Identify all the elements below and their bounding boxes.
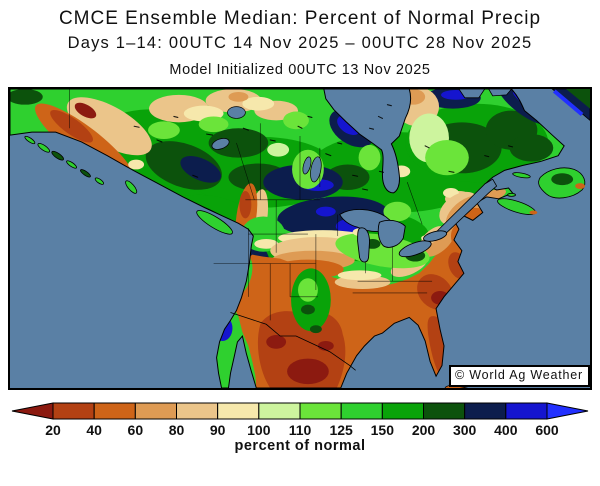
scale-tick-label: 90 — [210, 422, 226, 438]
region-east-texas-green — [291, 268, 331, 334]
scale-tick-label: 40 — [86, 422, 102, 438]
scale-tick-label: 200 — [412, 422, 436, 438]
small-lakes-texture — [133, 104, 514, 191]
us-mexico-border — [230, 312, 356, 371]
scale-tick-label: 60 — [128, 422, 144, 438]
anticosti-island — [512, 172, 531, 179]
scale-band — [52, 402, 95, 420]
precip-map: © World Ag Weather — [8, 87, 592, 390]
valid-range-line: Days 1–14: 00UTC 14 Nov 2025 – 00UTC 28 … — [67, 34, 533, 52]
inland-waters — [211, 89, 513, 263]
scale-tick-label: 110 — [289, 422, 312, 438]
scale-band — [505, 402, 548, 420]
scale-band — [134, 402, 177, 420]
scale-over-arrow — [546, 402, 589, 420]
scale-band — [176, 402, 219, 420]
scale-tick-label: 600 — [535, 422, 559, 438]
page-title: CMCE Ensemble Median: Percent of Normal … — [58, 8, 542, 29]
manitoba-lakes — [302, 156, 322, 183]
scale-tick-label: 100 — [247, 422, 271, 438]
hudson-strait — [488, 89, 513, 97]
scale-tick-label: 125 — [329, 422, 353, 438]
scale-under-arrow — [11, 402, 54, 420]
scale-band — [381, 402, 425, 420]
scale-band — [258, 402, 301, 420]
hudson-bay — [323, 89, 412, 194]
scale-tick-label: 150 — [371, 422, 395, 438]
scale-band — [299, 402, 342, 420]
nwt-lakes — [211, 106, 246, 150]
ungava-bay — [458, 89, 486, 99]
scale-band — [464, 402, 507, 420]
scale-tick-label: 20 — [45, 422, 61, 438]
great-lakes — [339, 209, 448, 263]
scale-tick-label: 300 — [453, 422, 477, 438]
greenland — [551, 89, 590, 121]
scale-band — [217, 402, 260, 420]
color-scale: 20 40 60 80 90 100 110 125 150 200 300 400 600 percen… — [11, 402, 589, 454]
model-init-line: Model Initialized 00UTC 13 Nov 2025 — [169, 62, 431, 78]
vancouver-island — [196, 210, 233, 235]
prince-edward-island — [507, 193, 516, 197]
newfoundland — [538, 167, 586, 199]
scale-tick-label: 80 — [169, 422, 185, 438]
region-nwt-dry-band — [149, 89, 299, 123]
region-ungava — [395, 89, 469, 176]
precip-map-svg — [10, 89, 590, 388]
scale-band — [423, 402, 466, 420]
haida-gwaii — [125, 180, 138, 194]
watermark: © World Ag Weather — [448, 365, 590, 387]
scale-caption: percent of normal — [235, 438, 366, 454]
scale-tick-label: 400 — [494, 422, 518, 438]
scale-band — [93, 402, 136, 420]
scale-band — [340, 402, 383, 420]
